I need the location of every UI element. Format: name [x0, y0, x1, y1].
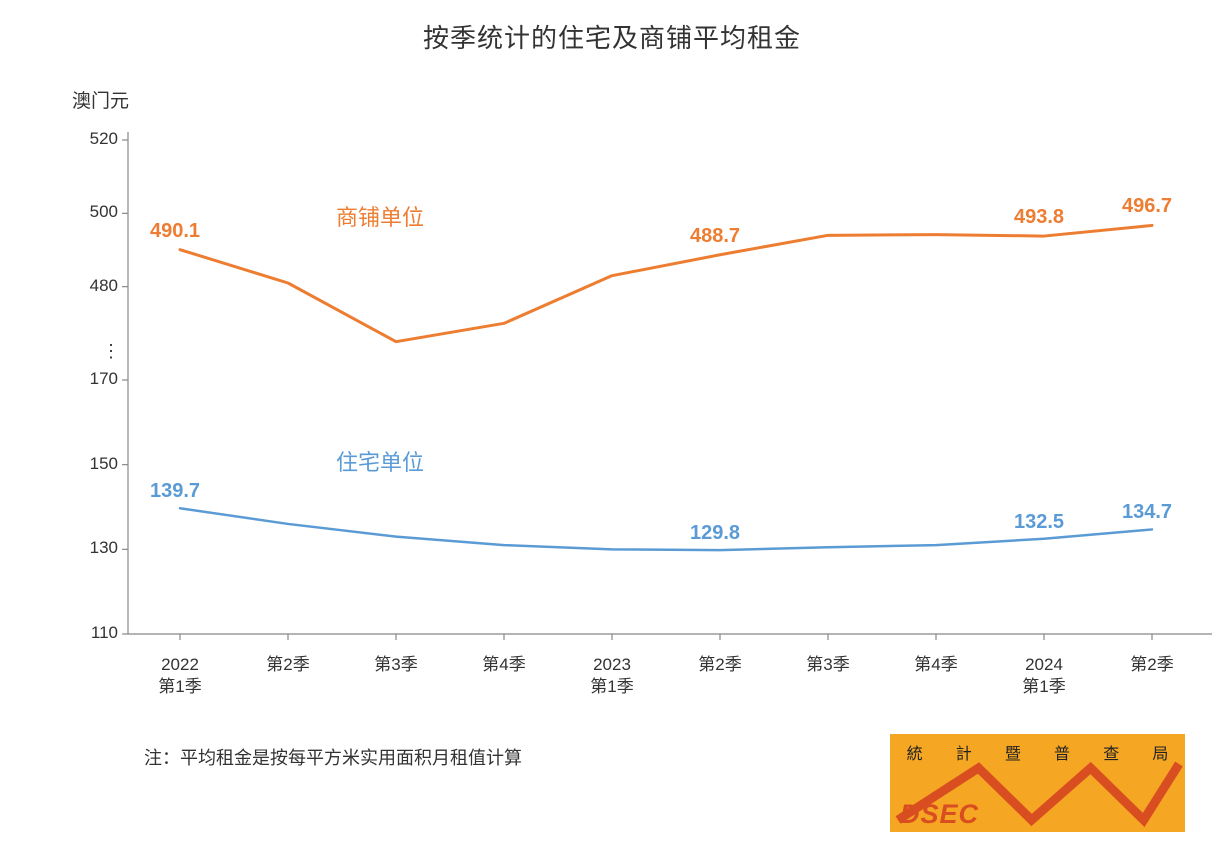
- data-point-label: 496.7: [1122, 195, 1172, 218]
- y-tick-label: 500: [68, 202, 118, 222]
- data-point-label: 129.8: [690, 522, 740, 545]
- y-tick-label: 130: [68, 538, 118, 558]
- data-point-label: 139.7: [150, 480, 200, 503]
- y-tick-label: 110: [68, 623, 118, 643]
- x-tick-label: 2022第1季: [140, 654, 220, 698]
- dsec-logo: 統計暨普查局DSEC: [890, 734, 1185, 832]
- data-point-label: 134.7: [1122, 501, 1172, 524]
- y-tick-label: 170: [68, 369, 118, 389]
- data-point-label: 488.7: [690, 225, 740, 248]
- series-label-residential: 住宅单位: [336, 445, 424, 477]
- x-tick-label: 第4季: [896, 654, 976, 676]
- data-point-label: 132.5: [1014, 511, 1064, 534]
- x-tick-label: 第3季: [356, 654, 436, 676]
- x-tick-label: 第2季: [680, 654, 760, 676]
- y-tick-label: 520: [68, 129, 118, 149]
- y-tick-label: 150: [68, 454, 118, 474]
- x-tick-label: 2023第1季: [572, 654, 652, 698]
- chart-svg: [0, 0, 1224, 852]
- logo-acronym: DSEC: [900, 799, 979, 830]
- series-label-commercial: 商铺单位: [336, 200, 424, 232]
- data-point-label: 490.1: [150, 220, 200, 243]
- x-tick-label: 第2季: [1112, 654, 1192, 676]
- chart-footnote: 注：平均租金是按每平方米实用面积月租值计算: [144, 744, 522, 770]
- x-tick-label: 第2季: [248, 654, 328, 676]
- data-point-label: 493.8: [1014, 206, 1064, 229]
- x-tick-label: 第4季: [464, 654, 544, 676]
- x-tick-label: 2024第1季: [1004, 654, 1084, 698]
- y-tick-label: 480: [68, 276, 118, 296]
- x-tick-label: 第3季: [788, 654, 868, 676]
- axis-break-icon: ⋮: [102, 348, 120, 354]
